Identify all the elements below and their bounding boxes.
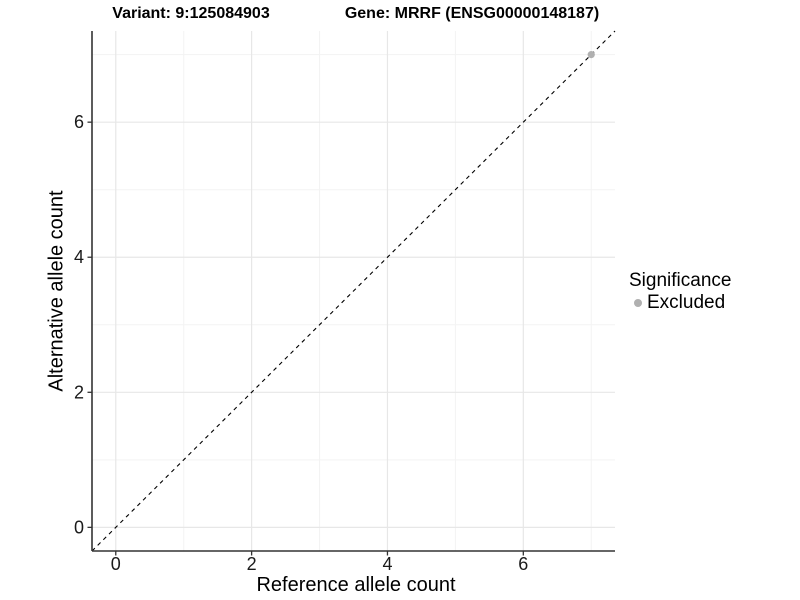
plot-title-gene: Gene: MRRF (ENSG00000148187) (344, 5, 600, 22)
axes (87, 31, 615, 556)
y-tick-label: 6 (74, 112, 84, 132)
legend-entry-label: Excluded (647, 292, 726, 313)
x-tick-label: 6 (518, 554, 528, 574)
data-points (587, 51, 595, 59)
x-tick-label: 4 (382, 554, 392, 574)
grid-major (92, 31, 615, 551)
x-tick-labels: 0 2 4 6 (111, 554, 529, 574)
legend-entry-excluded: Excluded (629, 292, 731, 313)
grid-minor (92, 31, 615, 551)
y-axis-label: Alternative allele count (45, 190, 68, 392)
y-tick-label: 0 (74, 517, 84, 537)
plot-title-variant: Variant: 9:125084903 (112, 5, 270, 22)
y-tick-label: 2 (74, 382, 84, 402)
legend: Significance Excluded (629, 270, 731, 313)
legend-point-icon (634, 298, 642, 307)
x-tick-label: 0 (111, 554, 121, 574)
x-tick-label: 2 (247, 554, 257, 574)
x-axis-label: Reference allele count (256, 574, 456, 596)
data-point (587, 51, 595, 59)
y-tick-label: 4 (74, 247, 84, 267)
y-tick-labels: 0 2 4 6 (74, 112, 84, 537)
identity-line (91, 30, 616, 552)
legend-title: Significance (629, 270, 732, 291)
